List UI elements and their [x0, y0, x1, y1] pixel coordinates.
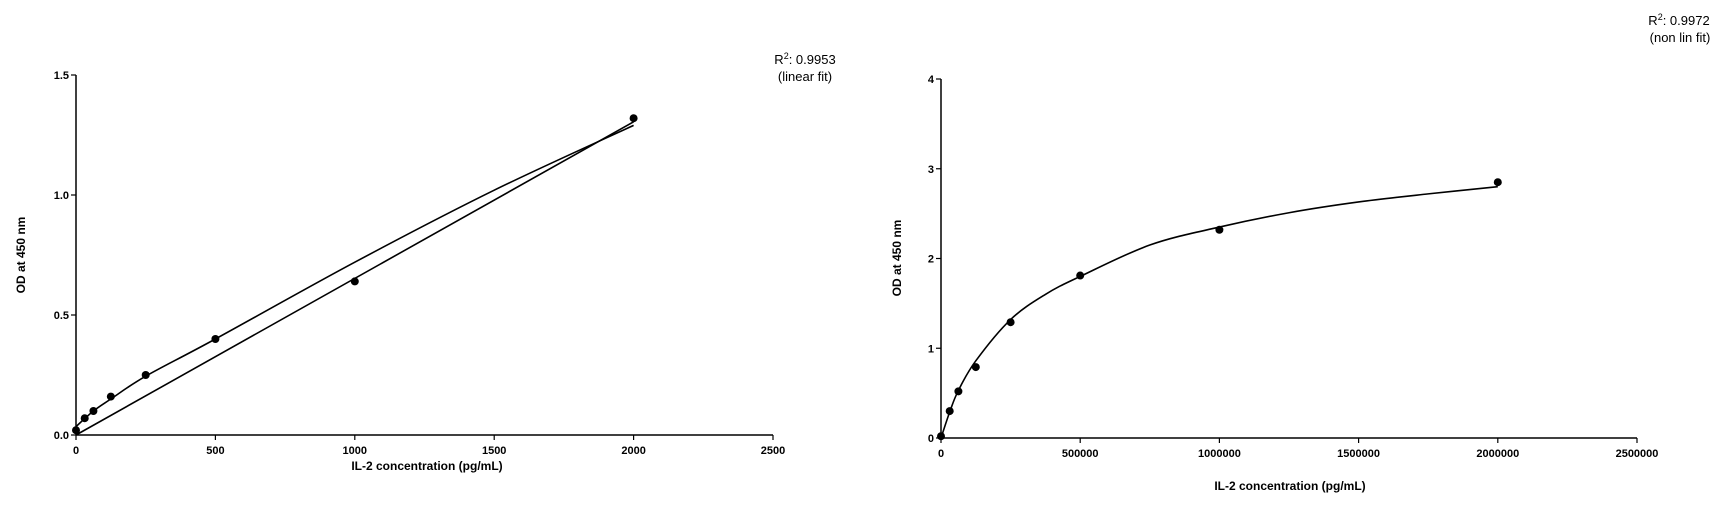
chart1-y-ticks: 0.0 0.5 1.0 1.5 — [54, 70, 76, 442]
chart2-data-point — [954, 387, 963, 396]
chart2-x-tick-label: 2000000 — [1476, 448, 1519, 460]
chart2-fit-type: (non lin fit) — [1650, 30, 1711, 45]
chart1-x-tick-label: 2000 — [621, 445, 645, 457]
chart2-data-point — [1215, 225, 1224, 234]
chart2-x-tick-label: 2500000 — [1616, 448, 1659, 460]
chart2-x-ticks: 0 500000 1000000 1500000 2000000 2500000 — [938, 438, 1658, 460]
chart1-data-point — [72, 426, 80, 435]
chart1-points — [72, 114, 638, 435]
chart2-y-tick-label: 1 — [928, 343, 934, 355]
chart1-x-axis-label: IL-2 concentration (pg/mL) — [351, 459, 502, 473]
chart2-x-tick-label: 1500000 — [1337, 448, 1380, 460]
chart2-fit-line-curve — [940, 185, 1498, 439]
chart2-data-point — [937, 432, 945, 441]
chart2-y-tick-label: 4 — [928, 74, 935, 86]
chart-linear-fit: 0 500 1000 1500 2000 2500 0.0 0.5 1.0 1.5 IL-2 c… — [14, 51, 836, 473]
chart1-y-tick-label: 1.0 — [54, 190, 69, 202]
chart1-axes — [75, 75, 773, 436]
chart2-y-tick-label: 0 — [928, 433, 934, 445]
chart2-points — [937, 178, 1502, 441]
chart1-x-tick-label: 1500 — [482, 445, 506, 457]
chart2-axes — [940, 79, 1637, 439]
chart2-data-point — [945, 407, 954, 416]
chart1-data-point — [211, 335, 220, 343]
chart2-data-point — [1006, 318, 1015, 327]
chart1-x-tick-label: 500 — [206, 445, 224, 457]
chart1-r-prefix: R — [774, 52, 783, 67]
chart1-fit-type: (linear fit) — [778, 69, 832, 84]
chart1-y-tick-label: 0.0 — [54, 430, 69, 442]
chart1-x-ticks: 0 500 1000 1500 2000 2500 — [73, 435, 785, 457]
chart1-x-tick-label: 0 — [73, 445, 79, 457]
chart-nonlinear-fit: 0 500000 1000000 1500000 2000000 2500000 0 1 2 3… — [890, 12, 1710, 493]
chart2-x-tick-label: 500000 — [1062, 448, 1099, 460]
chart2-x-axis-label: IL-2 concentration (pg/mL) — [1214, 479, 1365, 493]
chart2-y-axis-label: OD at 450 nm — [890, 220, 904, 297]
chart1-y-axis-label: OD at 450 nm — [14, 217, 28, 294]
chart1-r-sup: 2 — [784, 51, 789, 61]
chart2-x-tick-label: 0 — [938, 448, 944, 460]
chart1-data-point — [629, 114, 638, 123]
chart2-data-point — [1493, 178, 1502, 187]
chart2-data-point — [1076, 271, 1085, 280]
chart1-data-point — [350, 277, 359, 286]
chart2-r-value: : 0.9972 — [1663, 13, 1710, 28]
chart1-y-tick-label: 1.5 — [54, 70, 69, 82]
chart1-data-point — [89, 407, 98, 415]
chart1-r-value: : 0.9953 — [789, 52, 836, 67]
chart1-data-point — [80, 414, 89, 423]
chart1-data-point — [141, 371, 150, 379]
chart1-y-tick-label: 0.5 — [54, 310, 69, 322]
chart2-x-tick-label: 1000000 — [1198, 448, 1241, 460]
chart2-r-prefix: R — [1648, 13, 1657, 28]
chart1-fit-line-curve — [75, 124, 634, 428]
chart2-y-tick-label: 3 — [928, 164, 934, 176]
chart2-y-tick-label: 2 — [928, 254, 934, 266]
chart2-data-point — [971, 363, 980, 372]
chart1-x-tick-label: 1000 — [343, 445, 367, 457]
chart2-fit-lines — [940, 185, 1498, 439]
chart2-r-sup: 2 — [1658, 12, 1663, 22]
chart2-r-squared: R2: 0.9972 — [1648, 12, 1709, 28]
chart2-y-ticks: 0 1 2 3 4 — [928, 74, 941, 445]
chart1-x-tick-label: 2500 — [761, 445, 785, 457]
chart1-r-squared: R2: 0.9953 — [774, 51, 835, 67]
chart1-data-point — [106, 392, 115, 401]
